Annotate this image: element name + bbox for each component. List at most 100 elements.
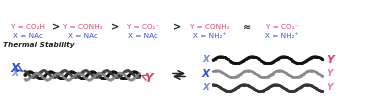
Point	[112, 71, 118, 73]
Point	[41, 70, 47, 71]
Point	[135, 74, 141, 76]
Point	[316, 90, 322, 91]
Text: Y = CO₂⁻: Y = CO₂⁻	[266, 24, 298, 30]
Point	[223, 74, 229, 76]
Point	[218, 56, 224, 57]
Point	[303, 84, 309, 86]
Point	[41, 76, 47, 77]
Point	[299, 85, 305, 87]
Point	[46, 73, 52, 74]
Point	[279, 70, 285, 72]
Point	[84, 78, 90, 80]
Point	[91, 76, 97, 77]
Point	[309, 85, 315, 87]
Point	[308, 57, 314, 59]
Point	[230, 62, 236, 63]
Point	[235, 75, 241, 76]
Text: Thermal Stability: Thermal Stability	[3, 42, 74, 48]
Text: X = NAc: X = NAc	[13, 33, 43, 39]
Point	[46, 71, 52, 73]
Point	[65, 79, 71, 80]
Point	[213, 57, 219, 59]
Point	[128, 72, 134, 74]
Point	[52, 74, 58, 75]
Text: X: X	[202, 69, 210, 79]
Point	[84, 74, 90, 76]
Point	[31, 73, 37, 74]
Point	[54, 76, 60, 77]
Point	[60, 76, 66, 77]
Point	[250, 71, 256, 73]
Point	[304, 84, 310, 85]
Point	[76, 72, 82, 74]
Point	[55, 72, 61, 74]
Point	[230, 90, 236, 91]
Point	[33, 75, 39, 77]
Text: ≈: ≈	[243, 22, 251, 32]
Point	[215, 85, 221, 87]
Point	[246, 85, 253, 87]
Point	[255, 90, 261, 92]
Text: >: >	[173, 22, 181, 32]
Point	[71, 72, 77, 74]
Point	[22, 74, 28, 76]
Point	[314, 89, 320, 90]
Point	[26, 74, 33, 76]
Point	[296, 87, 302, 89]
Point	[101, 74, 107, 76]
Point	[125, 70, 131, 71]
Point	[223, 90, 229, 92]
Point	[29, 76, 36, 78]
Point	[135, 76, 141, 78]
Point	[265, 63, 271, 64]
Point	[117, 75, 123, 77]
Point	[253, 90, 259, 91]
Point	[47, 71, 53, 72]
Point	[39, 76, 45, 77]
Point	[64, 70, 70, 72]
Point	[276, 57, 282, 59]
Point	[117, 72, 123, 74]
Point	[120, 73, 126, 74]
Point	[271, 84, 277, 86]
Point	[293, 62, 299, 63]
Point	[291, 61, 297, 62]
Point	[283, 56, 289, 58]
Point	[299, 74, 305, 76]
Point	[71, 76, 77, 78]
Point	[255, 57, 261, 59]
Point	[130, 73, 136, 75]
Text: Y = CONH₂: Y = CONH₂	[63, 24, 103, 30]
Point	[268, 74, 274, 76]
Point	[278, 56, 284, 58]
Point	[233, 87, 239, 89]
Text: X: X	[203, 84, 209, 92]
Point	[217, 70, 223, 72]
Point	[251, 56, 257, 58]
Point	[88, 71, 94, 73]
Point	[29, 74, 36, 76]
Text: Y: Y	[327, 84, 333, 92]
Point	[261, 77, 267, 78]
Point	[288, 91, 294, 92]
Point	[237, 85, 243, 87]
Point	[279, 56, 285, 57]
Point	[36, 73, 42, 74]
Point	[128, 71, 134, 73]
Point	[68, 74, 74, 76]
Point	[283, 72, 289, 74]
Point	[59, 71, 65, 72]
Point	[235, 86, 241, 88]
Point	[105, 70, 112, 72]
Point	[73, 74, 79, 75]
Point	[28, 76, 34, 77]
Point	[75, 75, 81, 77]
Point	[222, 90, 228, 91]
Point	[55, 74, 61, 76]
Point	[83, 76, 89, 77]
Point	[37, 74, 43, 76]
Point	[233, 63, 239, 64]
Point	[125, 78, 131, 79]
Point	[42, 70, 48, 72]
Point	[97, 72, 103, 74]
